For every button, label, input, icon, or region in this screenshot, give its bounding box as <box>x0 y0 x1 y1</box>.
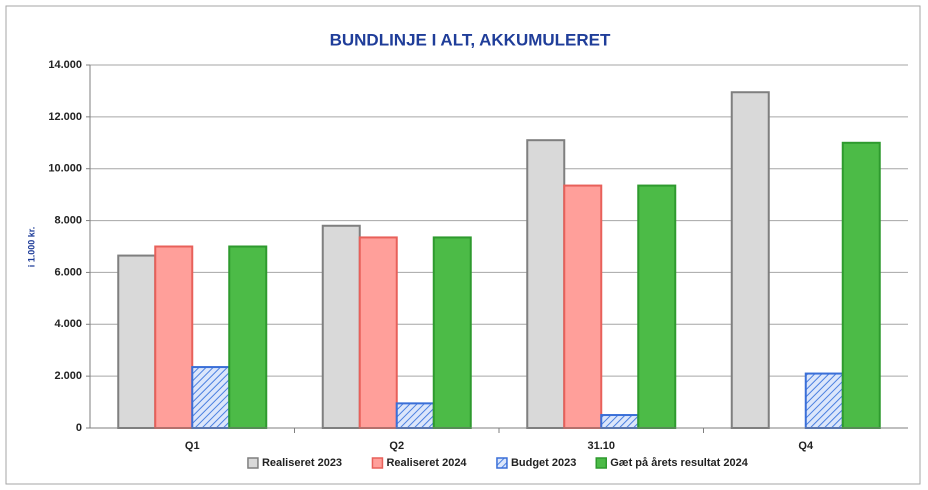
bar <box>228 245 268 429</box>
bar <box>804 372 844 429</box>
legend-swatch <box>496 457 508 469</box>
y-tick-label: 2.000 <box>54 370 82 382</box>
bar <box>600 414 640 429</box>
bar <box>841 141 881 430</box>
legend-label: Gæt på årets resultat 2024 <box>610 457 748 469</box>
bar <box>526 139 566 429</box>
legend-label: Realiseret 2023 <box>262 457 342 469</box>
bar <box>321 224 361 429</box>
x-tick-label: Q4 <box>798 440 814 452</box>
legend-swatch <box>595 457 607 469</box>
legend-swatch <box>371 457 384 469</box>
y-tick-label: 6.000 <box>54 266 82 278</box>
bar <box>117 254 157 429</box>
bar <box>191 366 231 430</box>
legend-swatch <box>247 457 259 469</box>
x-tick-label: 31.10 <box>587 440 615 452</box>
y-tick-label: 14.000 <box>48 59 82 71</box>
legend-label: Budget 2023 <box>511 457 576 469</box>
bar <box>563 184 603 429</box>
bar <box>358 236 398 429</box>
legend-label: Realiseret 2024 <box>386 457 467 469</box>
bar <box>432 236 472 429</box>
bar <box>395 402 435 430</box>
bar <box>637 184 677 429</box>
chart-title: BUNDLINJE I ALT, AKKUMULERET <box>330 30 611 49</box>
x-tick-label: Q2 <box>389 440 404 452</box>
bar <box>730 91 770 429</box>
y-tick-label: 0 <box>76 422 82 434</box>
x-tick-label: Q1 <box>185 440 200 452</box>
y-axis-label: i 1.000 kr. <box>26 227 36 268</box>
y-tick-label: 8.000 <box>54 214 82 226</box>
bar <box>154 245 194 429</box>
y-tick-label: 12.000 <box>48 111 82 123</box>
y-tick-label: 4.000 <box>54 318 82 330</box>
y-tick-label: 10.000 <box>48 163 82 175</box>
